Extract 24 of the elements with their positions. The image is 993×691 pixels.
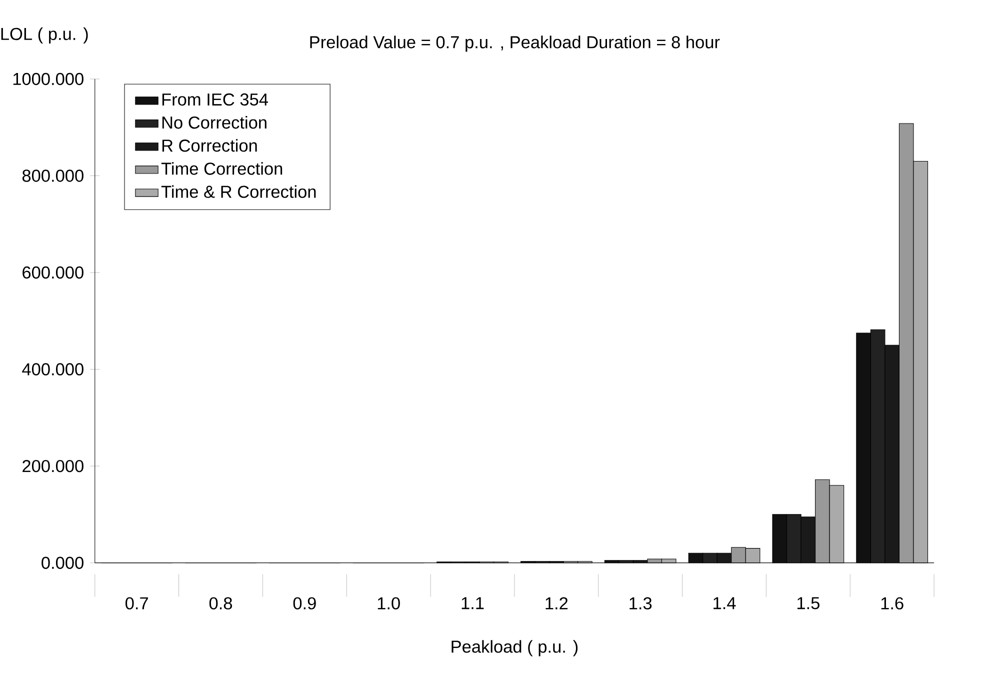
legend-label: No Correction bbox=[162, 116, 266, 129]
x-tick-label: 0.8 bbox=[209, 597, 232, 610]
x-tick-label: 1.0 bbox=[378, 597, 400, 610]
legend-label: R Correction bbox=[162, 139, 257, 152]
chart-title: Preload Value = 0.7 p.u. , Peakload Duration = 8 hour bbox=[310, 36, 720, 52]
y-tick-label: 400.000 bbox=[22, 363, 84, 376]
y-tick-label: 1000.000 bbox=[13, 72, 84, 86]
y-tick-label: 0.000 bbox=[42, 556, 84, 569]
y-axis-title: LOL ( p.u. ) bbox=[1, 27, 88, 44]
y-tick-label: 800.000 bbox=[22, 170, 84, 182]
x-tick-label: 1.2 bbox=[546, 597, 568, 610]
y-tick-label: 200.000 bbox=[22, 460, 84, 472]
legend-label: Time Correction bbox=[161, 162, 282, 175]
x-tick-label: 0.9 bbox=[293, 597, 316, 610]
x-tick-label: 0.7 bbox=[126, 597, 148, 610]
x-tick-label: 1.4 bbox=[714, 597, 736, 610]
y-tick-label: 600.000 bbox=[22, 266, 84, 279]
x-tick-label: 1.1 bbox=[462, 597, 484, 610]
legend-label: Time & R Correction bbox=[161, 185, 316, 198]
legend-label: From IEC 354 bbox=[162, 93, 268, 106]
x-tick-label: 1.5 bbox=[797, 597, 820, 610]
x-axis-title: Peakload ( p.u. ) bbox=[452, 640, 578, 656]
x-tick-label: 1.3 bbox=[630, 597, 652, 610]
x-tick-label: 1.6 bbox=[881, 597, 904, 610]
